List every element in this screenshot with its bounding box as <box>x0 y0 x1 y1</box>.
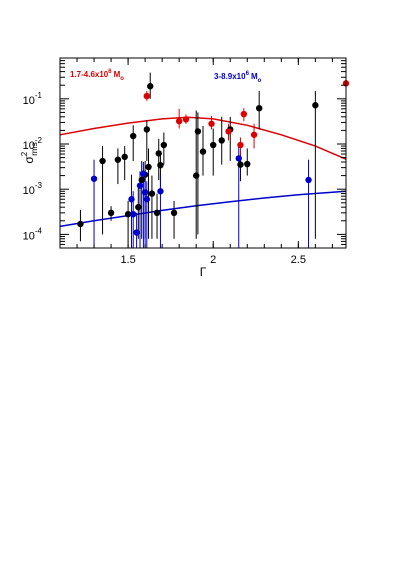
data-point <box>155 150 162 157</box>
data-point <box>208 120 215 127</box>
data-point <box>99 157 106 165</box>
data-point <box>153 209 161 217</box>
data-points <box>77 80 350 236</box>
legend-red-unit: M <box>114 70 121 79</box>
y-axis-title-main: σ <box>22 156 36 164</box>
data-point <box>147 83 154 90</box>
y-tick-label: 10-1 <box>23 91 43 107</box>
data-point <box>143 126 151 133</box>
data-point <box>237 141 244 149</box>
data-point <box>175 117 183 125</box>
legend-blue-unit: M <box>251 72 258 81</box>
data-point <box>140 170 147 177</box>
data-point <box>133 229 140 236</box>
data-point <box>130 132 137 140</box>
x-axis-ticks: 1.5 2 2.5 <box>59 58 333 266</box>
data-point <box>182 116 190 123</box>
data-point <box>237 161 244 168</box>
data-point <box>192 172 200 179</box>
data-point <box>130 210 137 218</box>
data-point <box>312 102 319 109</box>
data-point <box>255 104 263 112</box>
y-tick-label: 10-4 <box>23 226 43 242</box>
plot-frame <box>59 57 347 249</box>
legend-red-name: 1.7-4.6x10 <box>70 70 109 79</box>
data-point <box>157 161 164 169</box>
y-axis-title-sup: 2 <box>20 151 29 156</box>
data-point <box>199 148 207 155</box>
legend-entry-red: 1.7-4.6x106 Mo <box>70 69 124 82</box>
data-point <box>244 160 251 168</box>
data-point <box>225 128 232 135</box>
data-point <box>145 163 152 171</box>
legend-red-sub: o <box>120 76 124 82</box>
data-point <box>160 141 168 149</box>
fit-curve-0 <box>59 116 347 160</box>
data-point <box>194 128 202 135</box>
x-tick-label: 1.5 <box>120 254 135 266</box>
data-point <box>148 190 156 197</box>
x-tick-label: 2 <box>210 254 216 266</box>
data-point <box>210 141 217 149</box>
data-point <box>170 209 178 217</box>
data-point <box>305 176 312 184</box>
y-tick-label: 10-3 <box>23 181 43 197</box>
data-point <box>136 182 144 189</box>
y-axis-title-sub: rms <box>30 142 39 155</box>
data-point <box>114 156 122 163</box>
data-point <box>121 153 128 161</box>
data-point <box>77 220 84 228</box>
legend-blue-sub: o <box>258 78 262 84</box>
legend-blue-exp: 6 <box>246 71 250 77</box>
data-point <box>90 175 98 182</box>
y-axis-ticks: 10-4 10-3 10-2 10-1 <box>23 57 346 249</box>
data-point <box>141 189 149 196</box>
x-axis-title: Γ <box>200 265 207 279</box>
data-point <box>240 110 248 118</box>
legend-blue-name: 3-8.9x10 <box>214 72 246 81</box>
data-point <box>218 137 225 144</box>
data-point <box>124 210 132 218</box>
data-point <box>235 155 242 162</box>
data-point <box>250 131 258 138</box>
data-point <box>143 92 151 100</box>
data-point <box>157 188 164 195</box>
legend-entry-blue: 3-8.9x106 Mo <box>214 71 262 84</box>
x-tick-label: 2.5 <box>291 254 306 266</box>
data-point <box>143 196 151 203</box>
data-point <box>135 203 142 211</box>
svg-text:σ2rms: σ2rms <box>20 142 39 163</box>
data-point <box>107 209 115 217</box>
legend-red-exp: 6 <box>108 69 112 75</box>
data-point <box>138 176 145 184</box>
data-point <box>128 196 135 203</box>
y-tick-label: 10-2 <box>23 136 43 152</box>
y-axis-title: σ2rms <box>20 142 39 163</box>
